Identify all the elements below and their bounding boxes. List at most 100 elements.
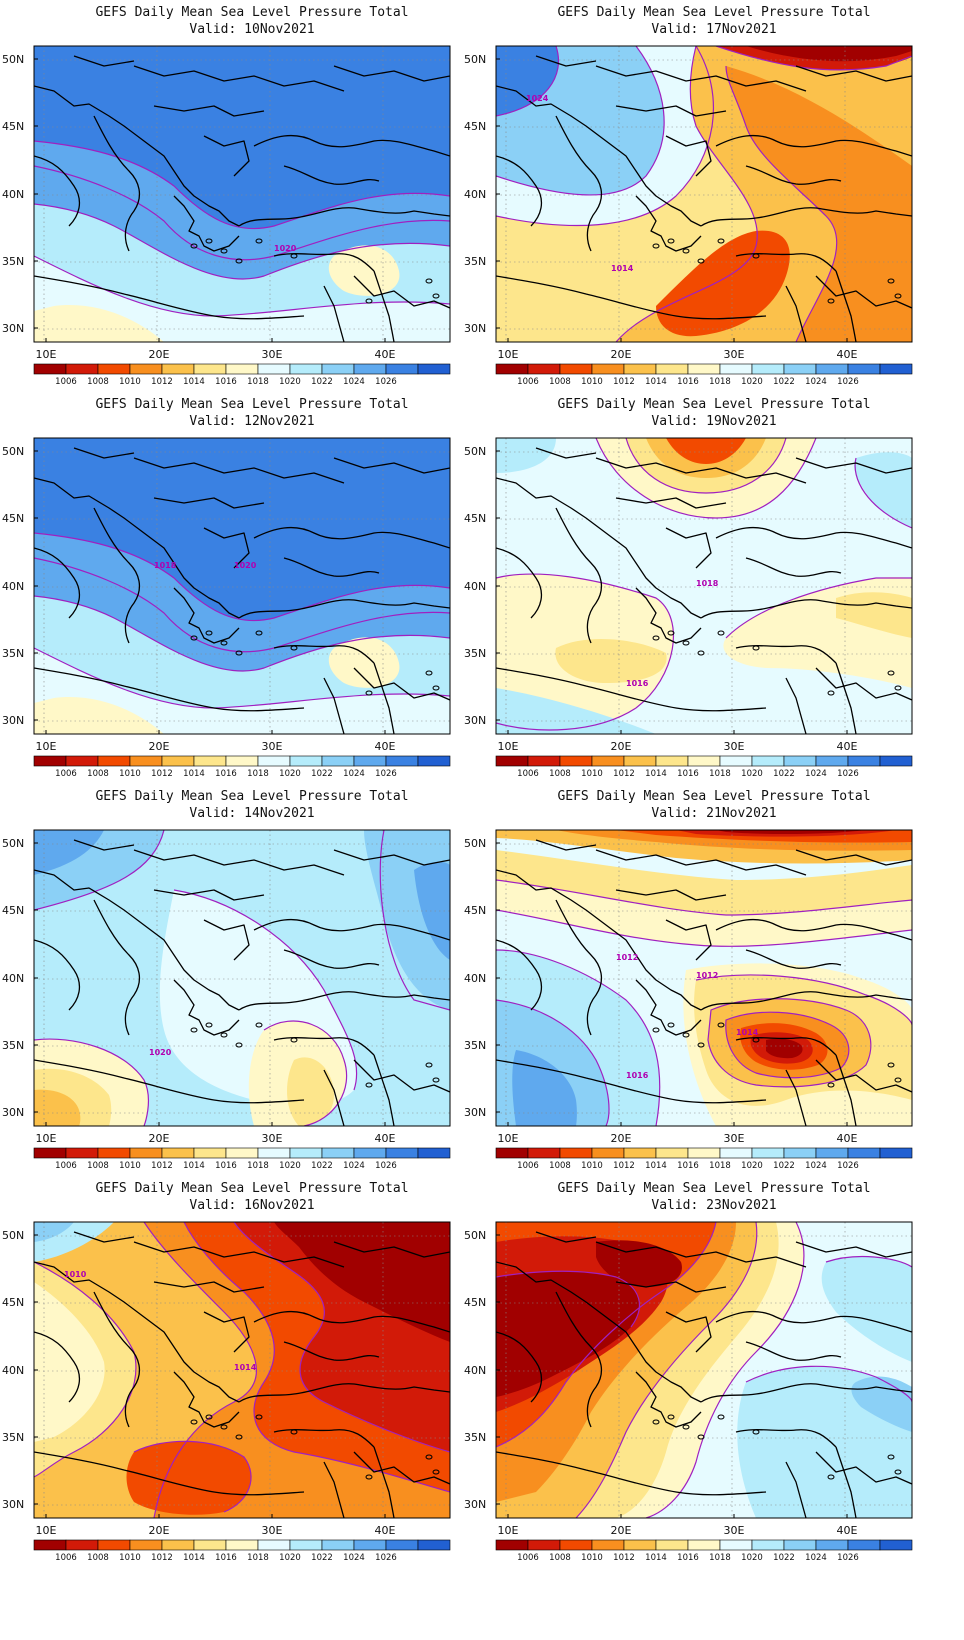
pressure-fill-layer: 1024 1014 xyxy=(496,46,912,342)
isobar xyxy=(233,1222,450,1453)
coastline xyxy=(595,1241,807,1268)
colorbar-label: 1006 xyxy=(517,1553,539,1563)
panel-title: GEFS Daily Mean Sea Level Pressure Total xyxy=(557,789,871,804)
coastline xyxy=(73,1231,450,1258)
island xyxy=(432,1469,440,1475)
isobar-label: 1012 xyxy=(616,953,638,962)
colorbar-swatch xyxy=(257,755,291,767)
coastline xyxy=(535,55,912,82)
coastline xyxy=(535,839,912,866)
pressure-band xyxy=(496,46,714,226)
latitude-tick-label: 30N xyxy=(464,322,486,335)
colorbar-swatch xyxy=(559,755,593,767)
isobar-label: 1012 xyxy=(696,971,718,980)
coastline xyxy=(253,134,450,157)
colorbar-label: 1012 xyxy=(151,377,173,387)
colorbar-swatch xyxy=(257,1539,291,1551)
coastlines-borders xyxy=(496,55,912,342)
island xyxy=(697,1042,705,1048)
isobar-label: 1016 xyxy=(626,679,649,688)
colorbar-label: 1008 xyxy=(87,1553,109,1563)
coastline xyxy=(173,195,240,252)
island xyxy=(827,1082,835,1088)
pressure-band xyxy=(656,230,790,337)
isobar xyxy=(496,949,661,1126)
coastline xyxy=(635,979,702,1036)
colorbar-label: 1012 xyxy=(151,1161,173,1171)
pressure-band xyxy=(737,1256,912,1518)
latitude-tick-label: 50N xyxy=(464,837,486,850)
coastline xyxy=(635,195,702,252)
coastline xyxy=(595,849,807,876)
colorbar-swatch xyxy=(129,363,163,375)
longitude-tick-label: 10E xyxy=(36,1132,57,1145)
colorbar-label: 1012 xyxy=(613,1553,635,1563)
colorbar-swatch xyxy=(559,1147,593,1159)
longitude-tick-label: 10E xyxy=(498,1524,519,1537)
colorbar-swatch xyxy=(623,363,657,375)
island xyxy=(682,1424,690,1430)
colorbar-label: 1026 xyxy=(837,1161,859,1171)
island xyxy=(235,258,243,264)
coastline xyxy=(238,207,450,227)
latitude-tick-label: 45N xyxy=(2,1296,24,1309)
latitude-tick-label: 35N xyxy=(2,255,24,268)
island xyxy=(290,1429,298,1435)
island xyxy=(894,1077,902,1083)
colorbar-label: 1010 xyxy=(581,377,603,387)
colorbar-swatch xyxy=(655,1539,689,1551)
colorbar-label: 1020 xyxy=(279,1161,301,1171)
colorbar-label: 1022 xyxy=(311,377,333,387)
colorbar-label: 1016 xyxy=(215,769,237,779)
island xyxy=(255,238,263,244)
colorbar-swatch xyxy=(655,363,689,375)
isobar xyxy=(379,830,450,1011)
latitude-tick-label: 45N xyxy=(2,512,24,525)
isobar xyxy=(745,1365,912,1403)
colorbar-label: 1026 xyxy=(375,377,397,387)
colorbar-swatch xyxy=(65,1147,99,1159)
colorbar-swatch xyxy=(495,755,529,767)
isobar-label: 1014 xyxy=(234,1363,257,1372)
pressure-band xyxy=(34,245,400,342)
coastline xyxy=(700,991,912,1011)
coastlines-borders xyxy=(496,1231,912,1518)
island xyxy=(752,1429,760,1435)
coastline xyxy=(93,507,141,644)
latitude-tick-label: 40N xyxy=(2,188,24,201)
coastline xyxy=(373,662,395,734)
colorbar-swatch xyxy=(591,1539,625,1551)
coastline xyxy=(615,497,727,509)
colorbar-swatch xyxy=(495,1147,529,1159)
island xyxy=(827,298,835,304)
isobar-label: 1020 xyxy=(234,561,257,570)
coastline xyxy=(700,1383,912,1403)
isobar xyxy=(595,438,817,519)
colorbar-swatch xyxy=(591,1147,625,1159)
colorbar-swatch xyxy=(879,755,913,767)
colorbar-label: 1024 xyxy=(343,769,365,779)
colorbar-swatch xyxy=(527,363,561,375)
isobar-label: 1010 xyxy=(64,1270,87,1279)
island xyxy=(220,1032,228,1038)
colorbar-label: 1014 xyxy=(645,377,667,387)
isobar xyxy=(496,999,610,1126)
colorbar-label: 1014 xyxy=(645,1553,667,1563)
isobar xyxy=(34,203,450,280)
isobar xyxy=(133,1440,252,1513)
isobar xyxy=(645,1222,805,1518)
colorbar-swatch xyxy=(879,1147,913,1159)
isobar xyxy=(695,974,912,1026)
coastline xyxy=(735,1037,837,1056)
coastline xyxy=(735,645,837,664)
coastline xyxy=(34,275,305,320)
colorbar-swatch xyxy=(783,1147,817,1159)
island xyxy=(290,645,298,651)
coastline xyxy=(785,275,912,342)
isobar xyxy=(34,830,165,911)
latitude-tick-label: 45N xyxy=(464,904,486,917)
isobar-label: 1014 xyxy=(611,264,634,273)
map-panel: GEFS Daily Mean Sea Level Pressure Total… xyxy=(464,1176,934,1576)
map-panel: GEFS Daily Mean Sea Level Pressure Total… xyxy=(2,784,472,1184)
